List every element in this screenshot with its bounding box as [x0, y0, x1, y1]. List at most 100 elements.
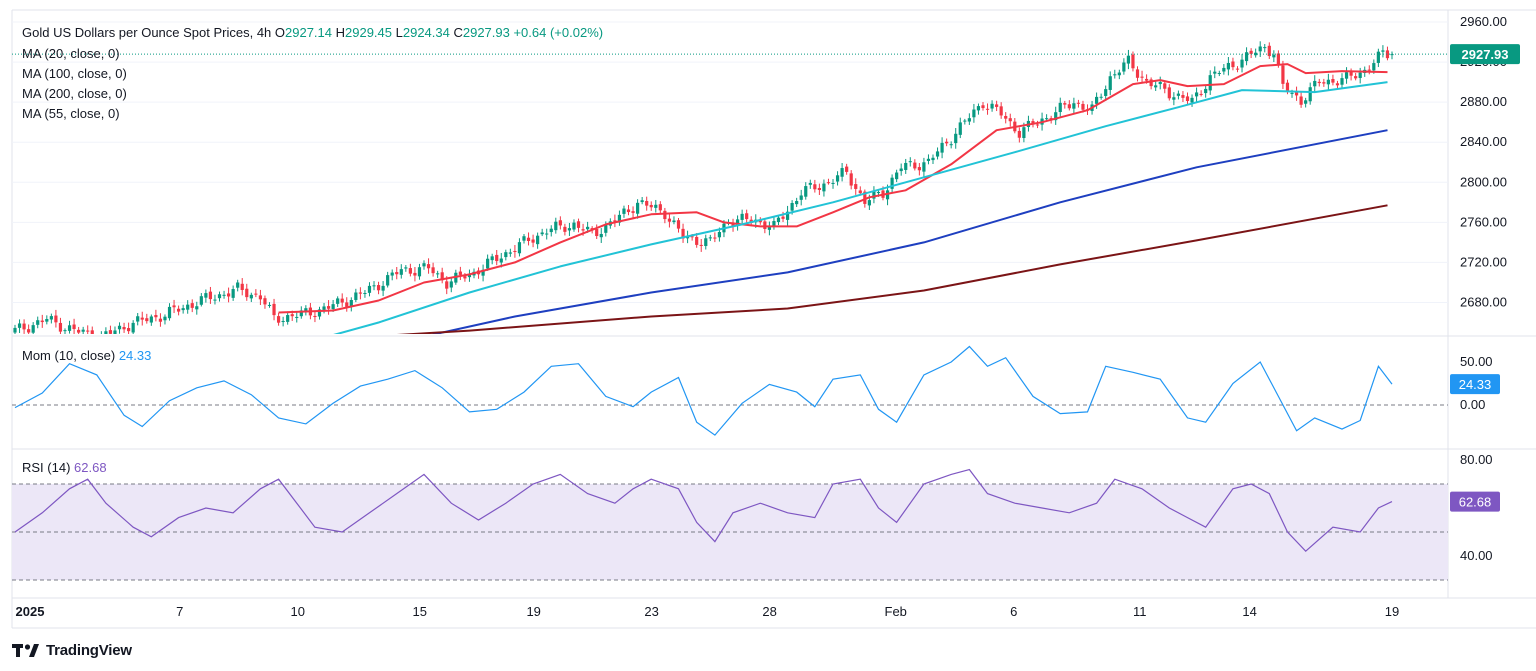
candle-body	[36, 320, 40, 325]
candle-body	[440, 272, 444, 281]
candle-body	[1231, 61, 1235, 68]
candle-body	[776, 217, 781, 223]
candle-body	[913, 162, 917, 169]
candle-body	[904, 162, 908, 170]
candle-body	[408, 268, 412, 274]
candle-body	[272, 303, 276, 316]
candle-body	[313, 315, 317, 318]
candle-body	[31, 325, 35, 333]
candle-body	[785, 211, 790, 220]
candle-body	[1349, 71, 1353, 76]
candle-body	[549, 228, 553, 233]
candle-body	[326, 306, 331, 309]
price-tick-label: 2760.00	[1460, 214, 1507, 229]
candle-body	[858, 190, 862, 194]
rsi-legend-value: 62.68	[74, 460, 107, 475]
candle-body	[931, 157, 935, 161]
time-tick-label: 23	[644, 604, 658, 619]
candle-body	[1254, 52, 1258, 56]
candle-body	[1144, 78, 1149, 81]
candle-body	[317, 309, 322, 317]
candle-body	[1204, 88, 1208, 94]
candle-body	[563, 226, 567, 232]
candle-body	[599, 233, 603, 238]
candle-body	[763, 221, 767, 229]
candle-body	[1172, 97, 1176, 100]
candle-body	[426, 264, 431, 269]
candle-body	[945, 141, 949, 144]
candle-body	[667, 218, 672, 222]
candle-body	[990, 103, 994, 109]
candle-body	[13, 327, 17, 333]
price-tick-label: 2720.00	[1460, 254, 1507, 269]
candle-body	[1240, 59, 1244, 68]
time-tick-label: 28	[762, 604, 776, 619]
candle-body	[145, 318, 149, 322]
candle-body	[617, 214, 622, 223]
candle-body	[985, 108, 990, 110]
candle-body	[695, 236, 699, 245]
candle-body	[399, 269, 403, 275]
candle-body	[822, 183, 826, 192]
candle-body	[1154, 85, 1158, 88]
candle-body	[367, 285, 372, 293]
candle-body	[217, 294, 222, 299]
candle-body	[95, 341, 98, 342]
candle-body	[922, 162, 926, 172]
candle-body	[1058, 102, 1062, 113]
candle-body	[586, 226, 590, 230]
candle-body	[1054, 112, 1058, 121]
legend-ma55: MA (55, close, 0)	[22, 106, 120, 121]
candle-body	[336, 298, 340, 304]
header-value: 2927.93	[463, 25, 514, 40]
candle-body	[49, 316, 53, 320]
candle-body	[1367, 69, 1371, 71]
candle-body	[276, 316, 281, 323]
momentum-legend: Mom (10, close) 24.33	[22, 348, 151, 363]
candle-body	[545, 233, 549, 235]
candle-body	[826, 182, 831, 184]
candle-body	[1158, 81, 1162, 85]
candle-body	[104, 331, 108, 334]
candle-body	[140, 317, 144, 320]
candle-body	[422, 263, 426, 267]
tradingview-logo[interactable]: TradingView	[12, 640, 132, 660]
time-tick-label: 10	[291, 604, 305, 619]
ma200-line	[396, 204, 1388, 334]
candle-body	[554, 221, 558, 231]
candle-body	[708, 237, 712, 239]
candle-body	[63, 330, 67, 332]
header-value: C	[453, 25, 462, 40]
momentum-value-tag-text: 24.33	[1459, 377, 1492, 392]
candle-body	[1335, 83, 1340, 86]
candle-body	[631, 211, 635, 213]
candle-body	[345, 302, 349, 307]
header-value: L	[396, 25, 403, 40]
candle-body	[890, 177, 894, 189]
candle-body	[299, 310, 303, 317]
price-tick-label: 2840.00	[1460, 134, 1507, 149]
rsi-value-tag-text: 62.68	[1459, 495, 1492, 510]
candle-body	[404, 267, 408, 269]
tradingview-icon	[12, 644, 39, 657]
header-value: 2927.14	[285, 25, 336, 40]
mom-tick-label: 50.00	[1460, 354, 1493, 369]
candle-body	[1235, 68, 1240, 70]
time-tick-label: 2025	[16, 604, 45, 619]
header-value: 2924.34	[403, 25, 454, 40]
candle-body	[177, 308, 181, 312]
candle-body	[349, 300, 353, 307]
header-value: 2929.45	[345, 25, 396, 40]
candle-body	[972, 109, 976, 118]
candle-body	[113, 330, 117, 334]
candle-body	[417, 267, 422, 277]
candle-body	[40, 320, 44, 323]
candle-body	[1313, 80, 1317, 87]
candle-body	[731, 223, 735, 227]
candle-body	[704, 238, 708, 247]
candle-body	[536, 235, 540, 245]
header-value: H	[336, 25, 345, 40]
candle-body	[490, 256, 494, 261]
candle-body	[581, 229, 585, 231]
candle-body	[926, 158, 931, 161]
